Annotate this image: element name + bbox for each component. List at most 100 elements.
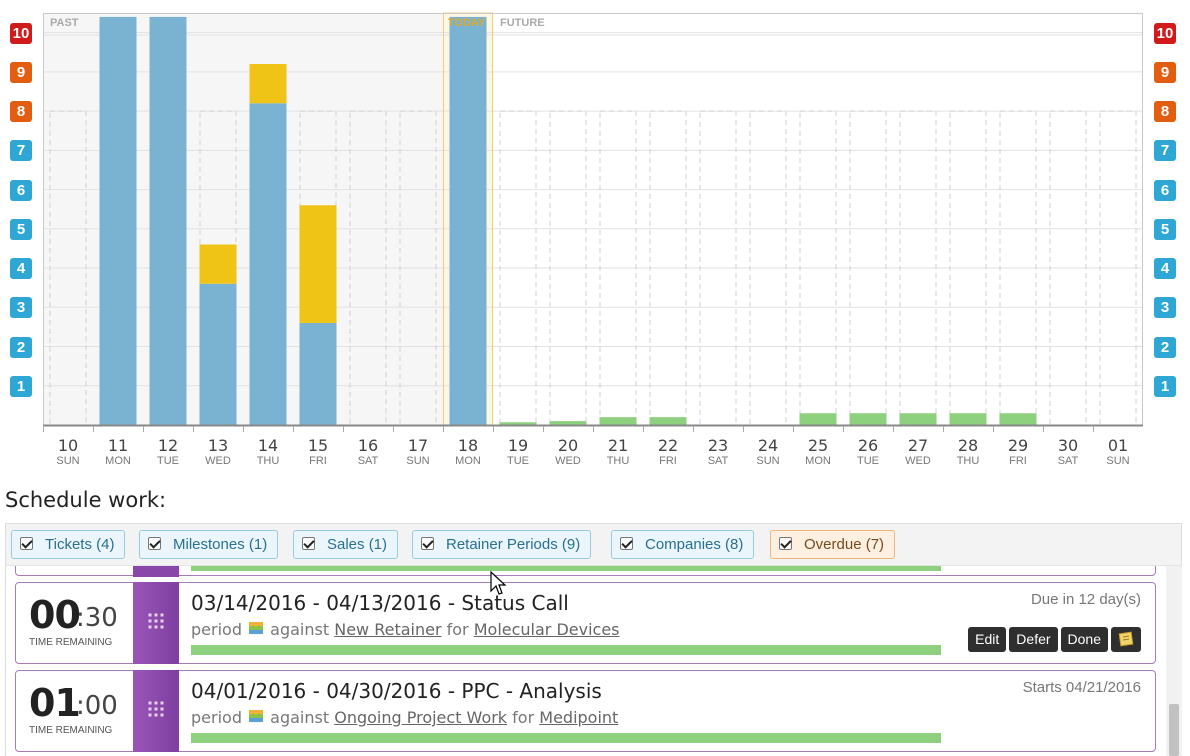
bar-segment (849, 413, 887, 425)
filter-checkbox[interactable] (779, 537, 792, 550)
x-tick-label-weekday: SUN (406, 455, 430, 467)
right-y-tick-label: 2 (1154, 336, 1176, 358)
company-link[interactable]: Medipoint (539, 708, 619, 727)
left-y-tick-label: 7 (10, 140, 32, 162)
for-text: for (512, 708, 535, 727)
filter-checkbox[interactable] (302, 537, 315, 550)
x-tick-label-weekday: MON (805, 455, 831, 467)
filter-label: Retainer Periods (9) (446, 536, 581, 553)
bar-segment (249, 103, 287, 425)
progress-bar (191, 733, 941, 743)
minutes-value: :30 (76, 603, 118, 633)
capacity-box (799, 110, 837, 426)
capacity-box (949, 110, 987, 426)
future-background (493, 13, 1143, 425)
filter-checkbox[interactable] (148, 537, 161, 550)
bar-segment (549, 421, 587, 425)
capacity-box (599, 110, 637, 426)
schedule-card[interactable]: 00:30 TIME REMAINING 03/14/2016 - 04/13/20… (15, 582, 1156, 664)
x-tick-label-day: 21 (607, 436, 629, 455)
segment-label-future: FUTURE (500, 17, 545, 29)
bar-segment (249, 64, 287, 104)
x-tick-label-day: 13 (207, 436, 229, 455)
x-tick-label-day: 24 (757, 436, 779, 455)
x-tick-label-weekday: SUN (56, 455, 80, 467)
edit-button[interactable]: Edit (968, 627, 1007, 652)
filter-label: Tickets (4) (45, 536, 115, 553)
card-meta: period against New Retainer for Molecula… (191, 620, 620, 639)
x-tick-label-weekday: SUN (1106, 455, 1130, 467)
grip-icon (148, 701, 164, 717)
bar-segment (599, 417, 637, 425)
hours-value: 00 (29, 593, 81, 637)
filter-checkbox[interactable] (421, 537, 434, 550)
schedule-card[interactable]: 01:00 TIME REMAINING 04/01/2016 - 04/30/20… (15, 670, 1156, 752)
against-text: against (270, 620, 330, 639)
filter-checkbox[interactable] (620, 537, 633, 550)
x-tick-label-day: 14 (257, 436, 279, 455)
x-tick-label-weekday: WED (905, 455, 931, 467)
x-tick-label-day: 16 (357, 436, 379, 455)
x-tick-label-day: 01 (1107, 436, 1129, 455)
bar-segment (499, 422, 537, 425)
filter-label: Sales (1) (327, 536, 388, 553)
left-y-tick-label: 4 (10, 258, 32, 280)
for-text: for (446, 620, 469, 639)
scrollbar-thumb[interactable] (1169, 704, 1179, 756)
drag-handle[interactable] (133, 582, 179, 664)
minutes-value: :00 (76, 691, 118, 721)
bar-segment (99, 16, 137, 426)
filter-chip[interactable]: Companies (8) (611, 530, 755, 559)
filter-chip[interactable]: Tickets (4) (11, 530, 126, 559)
filter-chip[interactable]: Milestones (1) (139, 530, 279, 559)
filter-label: Overdue (7) (804, 536, 885, 553)
bar-segment (649, 417, 687, 425)
project-link[interactable]: New Retainer (334, 620, 442, 639)
right-y-tick-label: 3 (1154, 297, 1176, 319)
note-button[interactable] (1111, 627, 1141, 652)
x-tick-label-weekday: MON (105, 455, 131, 467)
x-tick-label-day: 26 (857, 436, 879, 455)
previous-card-partial[interactable] (15, 566, 1156, 577)
right-y-tick-label: 4 (1154, 258, 1176, 280)
x-tick-label-day: 15 (307, 436, 329, 455)
filter-chip[interactable]: Sales (1) (293, 530, 399, 559)
left-y-tick-label: 3 (10, 297, 32, 319)
stack-icon (249, 710, 264, 722)
bar-segment (899, 413, 937, 425)
time-remaining: 00:30 TIME REMAINING (16, 583, 133, 663)
stack-icon (249, 622, 264, 634)
done-button[interactable]: Done (1060, 627, 1108, 652)
x-tick-label-day: 11 (107, 436, 129, 455)
filter-checkbox[interactable] (20, 537, 33, 550)
capacity-box (699, 110, 737, 426)
x-tick-label-day: 22 (657, 436, 679, 455)
filter-chip[interactable]: Retainer Periods (9) (412, 530, 592, 559)
x-tick-label-day: 23 (707, 436, 729, 455)
company-link[interactable]: Molecular Devices (473, 620, 620, 639)
right-y-tick-label: 5 (1154, 218, 1176, 240)
left-y-tick-label: 9 (10, 61, 32, 83)
bar-segment (299, 322, 337, 425)
drag-handle[interactable] (133, 670, 179, 752)
bar-segment (149, 16, 187, 426)
card-title: 04/01/2016 - 04/30/2016 - PPC - Analysis (191, 679, 602, 703)
segment-label-past: PAST (50, 17, 79, 29)
left-y-tick-label: 6 (10, 179, 32, 201)
right-y-tick-label: 1 (1154, 375, 1176, 397)
bar-segment (449, 16, 487, 426)
right-y-tick-label: 9 (1154, 61, 1176, 83)
project-link[interactable]: Ongoing Project Work (334, 708, 508, 727)
hours-value: 01 (29, 681, 81, 725)
x-tick-label-weekday: TUE (857, 455, 879, 467)
filter-chip[interactable]: Overdue (7) (770, 530, 896, 559)
capacity-box (49, 110, 87, 426)
drag-handle[interactable] (133, 566, 179, 577)
list-scrollbar[interactable] (1166, 566, 1182, 756)
x-tick-label-weekday: TUE (157, 455, 179, 467)
defer-button[interactable]: Defer (1009, 627, 1058, 652)
card-type: period (191, 708, 242, 727)
due-status: Due in 12 day(s) (1030, 591, 1141, 608)
progress-bar (191, 645, 941, 655)
time-remaining-caption: TIME REMAINING (29, 725, 113, 736)
